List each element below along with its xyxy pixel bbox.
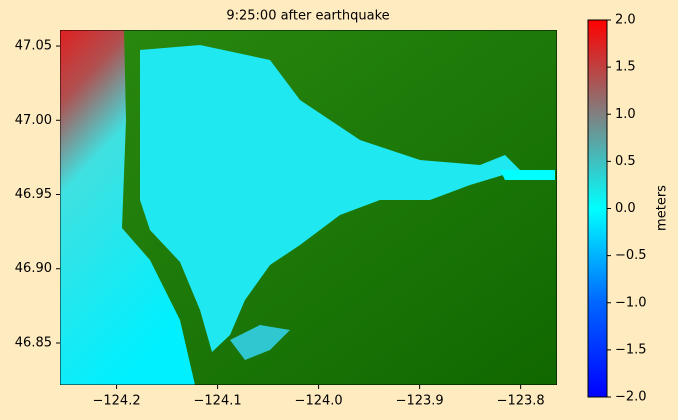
- x-tick-label: −124.1: [194, 394, 242, 409]
- x-tick-label: −124.0: [295, 394, 343, 409]
- y-tick-label: 46.95: [15, 187, 52, 202]
- colorbar-tick-label: 1.5: [615, 60, 636, 75]
- y-tick-label: 47.00: [15, 113, 52, 128]
- colorbar-tick-label: 2.0: [615, 13, 636, 28]
- colorbar-tick-label: 0.0: [615, 201, 636, 216]
- colorbar-tick-label: −0.5: [615, 248, 647, 263]
- x-tick-label: −123.9: [396, 394, 444, 409]
- y-tick-label: 46.85: [15, 335, 52, 350]
- colorbar-label: meters: [655, 185, 670, 231]
- x-tick-label: −123.8: [497, 394, 545, 409]
- colorbar-tick-label: 0.5: [615, 154, 636, 169]
- x-tick-label: −124.2: [93, 394, 141, 409]
- colorbar-fill: [588, 20, 607, 397]
- colorbar-tick-label: 1.0: [615, 107, 636, 122]
- y-tick-label: 46.90: [15, 261, 52, 276]
- y-tick-label: 47.05: [15, 39, 52, 54]
- chart-title: 9:25:00 after earthquake: [226, 9, 389, 24]
- colorbar-tick-label: −1.0: [615, 295, 647, 310]
- colorbar-tick-label: −1.5: [615, 342, 647, 357]
- map-image: [60, 30, 557, 385]
- colorbar-tick-label: −2.0: [615, 390, 647, 405]
